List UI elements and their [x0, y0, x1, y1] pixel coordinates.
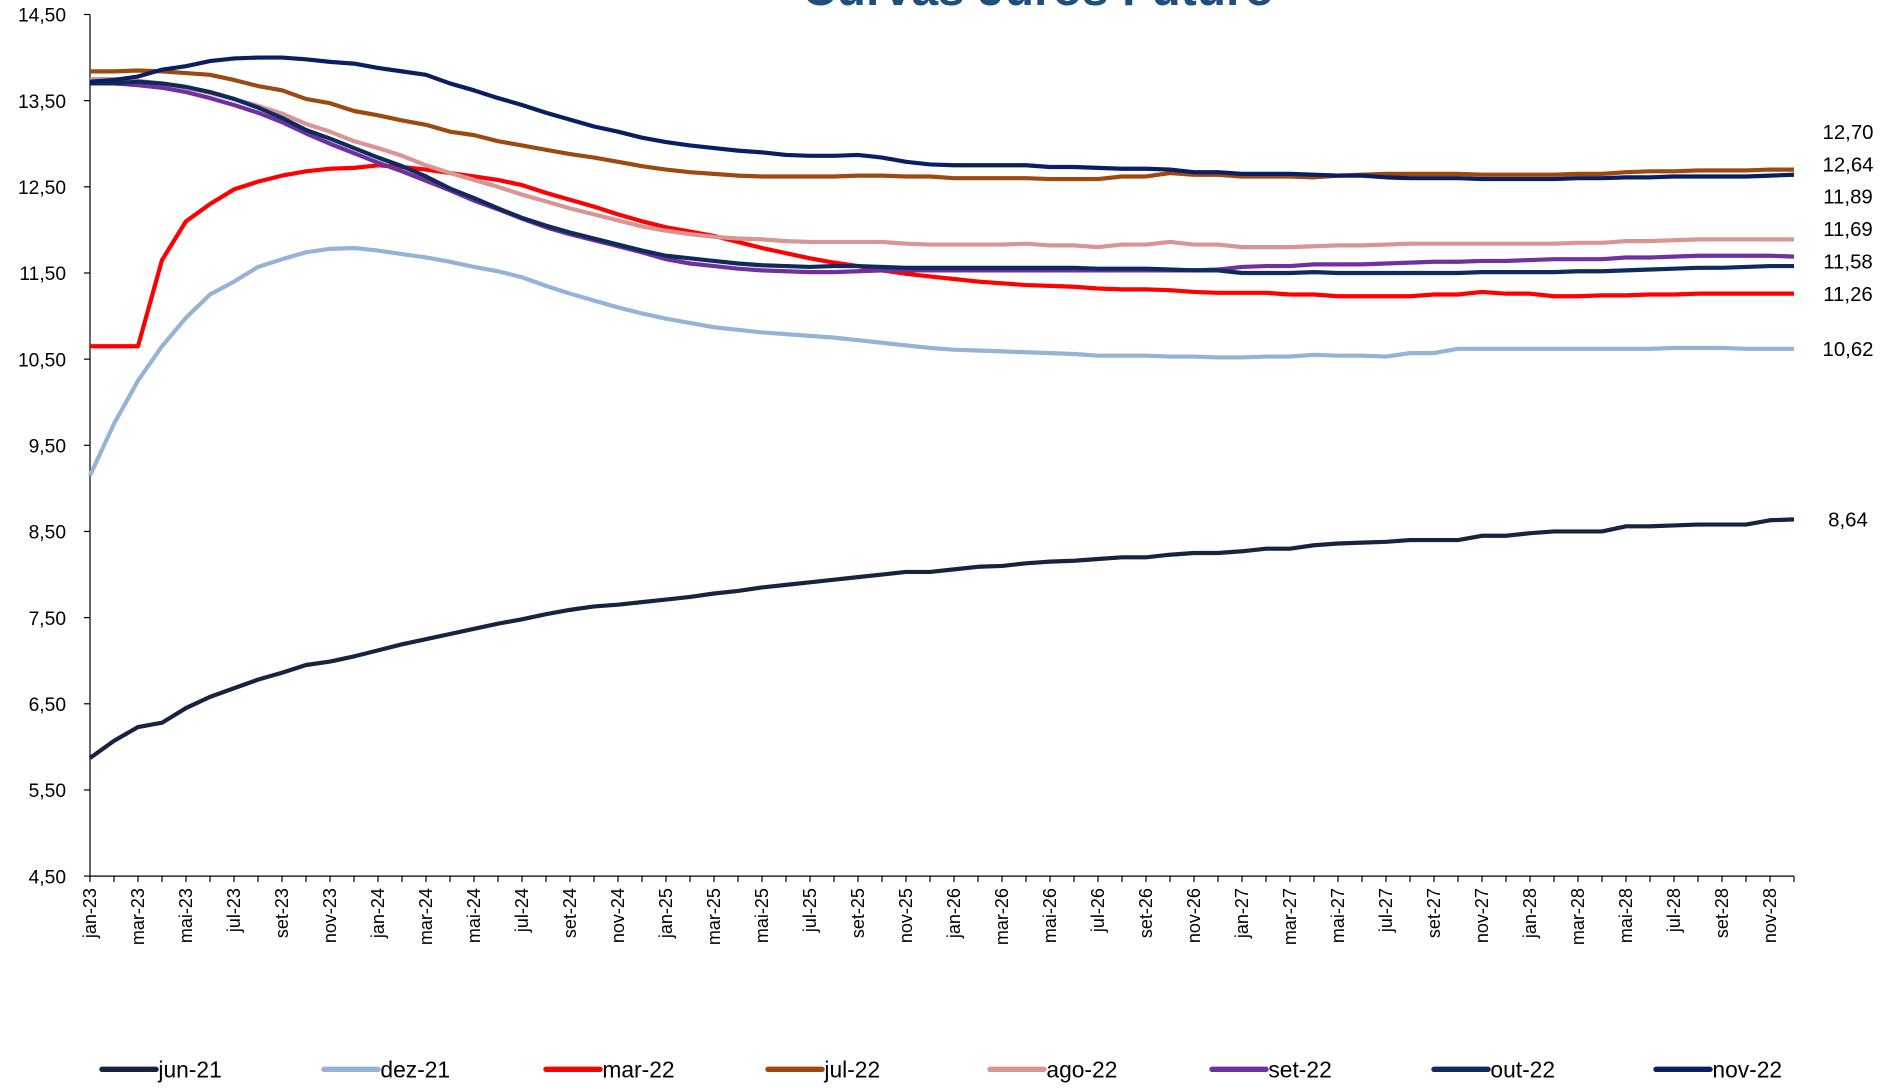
- x-tick-label: set-25: [848, 888, 868, 938]
- x-tick-label: jul-26: [1088, 888, 1108, 933]
- y-tick-label: 7,50: [29, 609, 66, 630]
- x-tick-label: nov-24: [608, 888, 628, 943]
- legend-label: jun-21: [157, 1057, 221, 1083]
- y-tick-label: 11,50: [19, 264, 66, 285]
- y-tick-label: 14,50: [18, 6, 66, 27]
- end-label: 12,70: [1822, 122, 1873, 144]
- x-tick-label: mai-28: [1616, 888, 1636, 943]
- x-tick-label: jul-23: [224, 888, 244, 933]
- x-tick-label: mai-27: [1328, 888, 1348, 943]
- x-tick-label: mar-24: [416, 888, 436, 945]
- x-tick-label: set-24: [560, 888, 580, 938]
- end-label: 11,89: [1823, 187, 1873, 209]
- x-tick-label: jan-24: [368, 888, 388, 939]
- end-label: 10,62: [1822, 339, 1873, 361]
- x-tick-label: nov-26: [1184, 888, 1204, 943]
- legend-label: out-22: [1490, 1057, 1555, 1083]
- x-tick-label: nov-23: [320, 888, 340, 943]
- end-label: 11,58: [1823, 251, 1873, 273]
- y-tick-label: 10,50: [18, 350, 66, 371]
- x-tick-label: jan-25: [656, 888, 676, 939]
- series-line: [90, 163, 1794, 349]
- x-tick-label: jul-25: [800, 888, 820, 933]
- x-tick-label: mai-25: [752, 888, 772, 943]
- legend-label: set-22: [1268, 1057, 1331, 1083]
- end-label: 12,64: [1822, 154, 1873, 176]
- legend-label: jul-22: [823, 1057, 880, 1083]
- series-line: [88, 517, 1795, 760]
- x-tick-label: set-26: [1136, 888, 1156, 938]
- legend-label: ago-22: [1046, 1057, 1117, 1083]
- series-line: [90, 79, 1794, 276]
- y-tick-label: 5,50: [29, 781, 66, 802]
- series-line: [88, 245, 1794, 477]
- end-label: 11,26: [1823, 284, 1873, 306]
- y-tick-label: 12,50: [18, 178, 66, 199]
- x-tick-label: mar-28: [1568, 888, 1588, 945]
- y-tick-label: 8,50: [29, 523, 66, 544]
- end-label: 11,69: [1823, 219, 1873, 241]
- x-tick-label: set-27: [1424, 888, 1444, 938]
- series-line: [89, 55, 1795, 182]
- x-tick-label: set-23: [272, 888, 292, 938]
- x-tick-label: jan-26: [944, 888, 964, 939]
- x-tick-label: jul-24: [512, 888, 532, 933]
- legend-label: mar-22: [602, 1057, 674, 1083]
- x-tick-label: jan-27: [1232, 888, 1252, 939]
- x-tick-label: set-28: [1712, 888, 1732, 938]
- y-tick-label: 9,50: [29, 437, 66, 458]
- x-tick-label: nov-25: [896, 888, 916, 943]
- legend-label: dez-21: [380, 1057, 450, 1083]
- series-line: [90, 68, 1794, 182]
- series-line: [90, 81, 1795, 275]
- x-tick-label: jan-23: [80, 888, 100, 939]
- x-tick-label: jan-28: [1520, 888, 1540, 939]
- x-tick-label: jul-28: [1664, 888, 1684, 933]
- y-tick-label: 6,50: [29, 695, 66, 716]
- x-tick-label: mai-24: [464, 888, 484, 943]
- x-tick-label: mar-27: [1280, 888, 1300, 945]
- x-tick-label: mai-23: [176, 888, 196, 943]
- x-tick-label: mar-25: [704, 888, 724, 945]
- series-line: [90, 77, 1794, 250]
- chart-title: Curvas Juros Futuro: [802, 0, 1274, 16]
- y-tick-label: 4,50: [29, 867, 66, 888]
- x-tick-label: mar-26: [992, 888, 1012, 945]
- x-tick-label: mai-26: [1040, 888, 1060, 943]
- y-tick-label: 13,50: [18, 92, 66, 113]
- x-tick-label: jul-27: [1376, 888, 1396, 933]
- x-tick-label: mar-23: [128, 888, 148, 945]
- x-tick-label: nov-27: [1472, 888, 1492, 943]
- end-label: 8,64: [1828, 510, 1868, 532]
- legend-label: nov-22: [1712, 1057, 1782, 1083]
- x-tick-label: nov-28: [1760, 888, 1780, 943]
